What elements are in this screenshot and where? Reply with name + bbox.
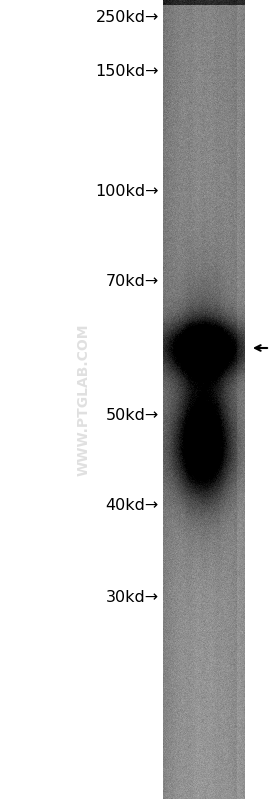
Text: 40kd→: 40kd→ [106,499,159,514]
Text: 30kd→: 30kd→ [106,590,159,606]
Text: 100kd→: 100kd→ [95,185,159,200]
Text: WWW.PTGLAB.COM: WWW.PTGLAB.COM [77,324,91,475]
Text: 150kd→: 150kd→ [95,65,159,79]
Text: 70kd→: 70kd→ [106,273,159,288]
Text: 250kd→: 250kd→ [96,10,159,25]
Text: 50kd→: 50kd→ [106,407,159,423]
